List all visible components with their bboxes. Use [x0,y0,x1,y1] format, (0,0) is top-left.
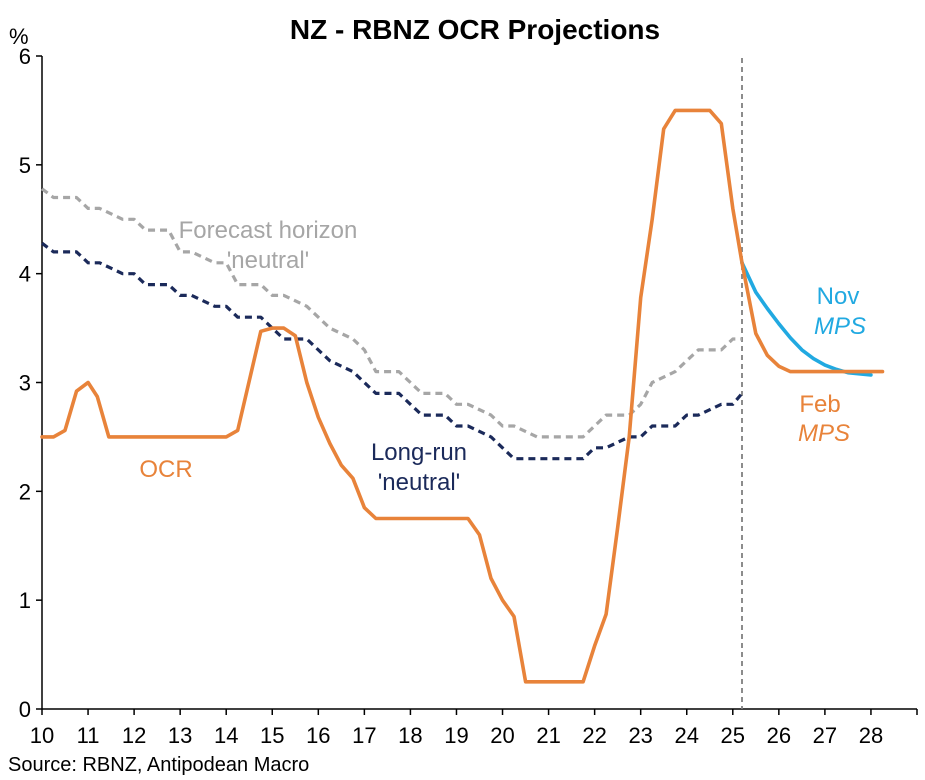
series-line-ocr [40,108,744,684]
x-tick-label: 15 [260,723,284,748]
label-long-run-line2: 'neutral' [378,469,461,496]
x-tick-label: 23 [628,723,652,748]
y-axis-unit: % [9,24,29,49]
x-tick-label: 27 [813,723,837,748]
label-feb-line2: MPS [798,420,850,447]
x-tick-label: 21 [536,723,560,748]
x-tick-label: 24 [674,723,698,748]
chart-title: NZ - RBNZ OCR Projections [290,14,660,45]
y-tick-label: 1 [19,588,31,613]
x-tick-label: 12 [122,723,146,748]
label-forecast-horizon-line2: 'neutral' [227,247,310,274]
y-tick-label: 3 [19,371,31,396]
label-nov-line1: Nov [817,283,860,310]
y-tick-label: 4 [19,262,31,287]
x-tick-label: 25 [721,723,745,748]
series-line-long-run-neutral [41,241,744,461]
x-tick-label: 19 [444,723,468,748]
x-tick-label: 10 [30,723,54,748]
annotations: OCR Long-run 'neutral' Forecast horizon … [139,217,866,496]
x-tick-label: 16 [306,723,330,748]
series-line-forecast-horizon-neutral [41,187,742,439]
label-nov-line2: MPS [814,313,866,340]
label-feb-line1: Feb [799,391,840,418]
x-tick-label: 28 [859,723,883,748]
series-group [40,108,885,684]
x-tick-label: 26 [767,723,791,748]
series-line-feb-mps [740,260,885,374]
label-forecast-horizon-line1: Forecast horizon [179,217,358,244]
label-ocr: OCR [139,456,192,483]
y-tick-label: 6 [19,44,31,69]
x-tick-label: 17 [352,723,376,748]
y-tick-label: 2 [19,479,31,504]
x-tick-label: 14 [214,723,238,748]
label-long-run-line1: Long-run [371,439,467,466]
source-note: Source: RBNZ, Antipodean Macro [8,754,310,776]
x-tick-label: 13 [168,723,192,748]
x-tick-label: 18 [398,723,422,748]
y-tick-label: 0 [19,697,31,722]
x-tick-label: 11 [77,723,100,748]
x-tick-label: 22 [582,723,606,748]
x-tick-label: 20 [490,723,514,748]
y-tick-label: 5 [19,153,31,178]
